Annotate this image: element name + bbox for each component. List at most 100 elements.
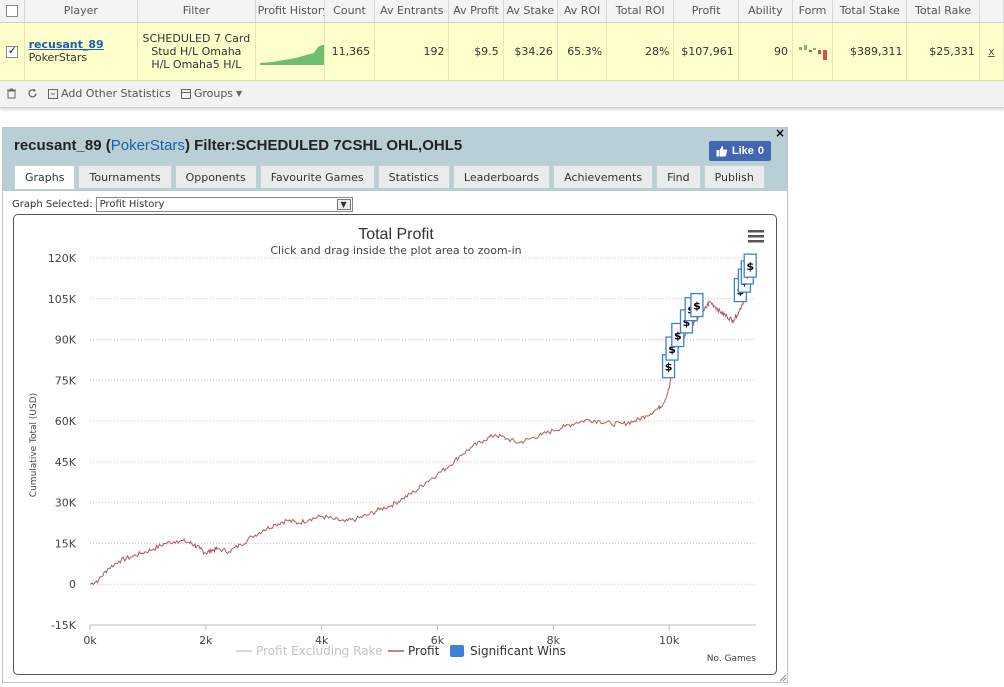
- significant-wins-layer: $$$$$$$$$$: [661, 253, 757, 379]
- legend-item[interactable]: Significant Wins: [450, 644, 566, 658]
- close-icon[interactable]: ×: [774, 126, 785, 140]
- header-profit[interactable]: Profit: [673, 0, 739, 23]
- panel-player-name: recusant_89: [14, 137, 102, 154]
- y-tick-label: 60K: [55, 415, 77, 428]
- graph-selected-label: Graph Selected:: [12, 199, 93, 210]
- tab-leaderboards[interactable]: Leaderboards: [452, 165, 551, 188]
- significant-win-flag: $: [690, 292, 704, 318]
- y-axis-label: Cumulative Total (USD): [29, 393, 39, 497]
- header-total-rake[interactable]: Total Rake: [906, 0, 980, 23]
- resize-grip-icon[interactable]: [779, 674, 787, 682]
- av-stake-cell: $34.26: [503, 22, 558, 81]
- x-tick-labels: 0k 2k 4k 6k 8k 10k: [83, 634, 680, 647]
- chart-title: Total Profit: [358, 226, 434, 243]
- tab-achievements[interactable]: Achievements: [553, 165, 654, 188]
- count-cell: 11,365: [324, 22, 376, 81]
- y-tick-label: 15K: [55, 537, 77, 550]
- series-layer: [89, 282, 751, 586]
- remove-row-button[interactable]: x: [988, 44, 995, 58]
- profit-history-sparkline[interactable]: [255, 22, 325, 81]
- form-bar: [817, 49, 821, 54]
- graph-select-row: Graph Selected: Profit History ▼: [12, 197, 353, 212]
- legend-label: Significant Wins: [470, 644, 566, 658]
- header-av-roi[interactable]: Av ROI: [557, 0, 608, 23]
- legend-item[interactable]: Profit Excluding Rake: [236, 644, 382, 658]
- y-tick-label: 45K: [55, 456, 77, 469]
- header-total-stake[interactable]: Total Stake: [832, 0, 908, 23]
- av-entrants-cell: 192: [374, 22, 450, 81]
- x-tick-label: 10k: [659, 634, 680, 647]
- player-cell: recusant_89 PokerStars: [24, 22, 139, 81]
- x-tick-label: 6k: [431, 634, 445, 647]
- header-profit-history[interactable]: Profit History: [255, 0, 325, 23]
- select-all-header[interactable]: [0, 0, 25, 23]
- header-ability[interactable]: Ability: [738, 0, 793, 23]
- profit-chart[interactable]: Total Profit Click and drag inside the p…: [13, 214, 777, 675]
- header-total-roi[interactable]: Total ROI: [606, 0, 675, 23]
- groups-dropdown[interactable]: Groups ▼: [180, 87, 242, 100]
- legend-item[interactable]: Profit: [388, 644, 440, 658]
- header-count[interactable]: Count: [324, 0, 376, 23]
- av-profit-cell: $9.5: [448, 22, 504, 81]
- row-checkbox[interactable]: [5, 44, 18, 58]
- tab-favourite-games[interactable]: Favourite Games: [259, 165, 375, 188]
- add-stats-icon: [48, 88, 58, 99]
- refresh-icon: [28, 88, 37, 98]
- header-av-entrants[interactable]: Av Entrants: [374, 0, 450, 23]
- tab-publish[interactable]: Publish: [703, 165, 765, 188]
- profit-chart-svg[interactable]: Total Profit Click and drag inside the p…: [14, 215, 778, 676]
- add-stats-button[interactable]: Add Other Statistics: [48, 87, 171, 100]
- header-remove: [979, 0, 1004, 23]
- tab-opponents[interactable]: Opponents: [174, 165, 257, 188]
- header-av-profit[interactable]: Av Profit: [448, 0, 504, 23]
- y-tick-label: 75K: [55, 374, 77, 387]
- remove-row-cell[interactable]: x: [979, 22, 1004, 81]
- like-count: 0: [757, 145, 764, 157]
- tab-find[interactable]: Find: [656, 165, 701, 188]
- significant-win-box: [743, 253, 757, 278]
- delete-button[interactable]: [6, 88, 17, 99]
- sparkline-chart: [259, 44, 324, 65]
- chart-legend: Profit Excluding Rake Profit Significant W…: [236, 644, 566, 658]
- x-tick-label: 4k: [315, 634, 329, 647]
- significant-win-label: $: [674, 329, 682, 342]
- significant-win-label: $: [668, 343, 676, 356]
- y-tick-label: 90K: [55, 334, 77, 347]
- significant-win-label: $: [665, 361, 673, 374]
- total-rake-cell: $25,331: [906, 22, 980, 81]
- header-av-stake[interactable]: Av Stake: [503, 0, 558, 23]
- profit-series-line: [89, 282, 751, 586]
- legend-label: Profit Excluding Rake: [256, 644, 382, 658]
- player-site: PokerStars: [28, 51, 88, 64]
- header-filter[interactable]: Filter: [137, 0, 256, 23]
- profit-cell: $107,961: [673, 22, 739, 81]
- chevron-down-icon[interactable]: ▼: [336, 199, 351, 210]
- header-form[interactable]: Form: [792, 0, 834, 23]
- ability-cell: 90: [738, 22, 793, 81]
- refresh-button[interactable]: [27, 88, 38, 99]
- graph-select[interactable]: Profit History ▼: [95, 197, 353, 212]
- tab-graphs[interactable]: Graphs: [14, 165, 76, 189]
- facebook-like-button[interactable]: Like 0: [708, 141, 771, 161]
- panel-site-link[interactable]: PokerStars: [110, 137, 185, 154]
- hamburger-menu-icon[interactable]: [748, 230, 764, 243]
- form-bar: [803, 44, 807, 50]
- select-all-checkbox[interactable]: [5, 5, 18, 18]
- form-bar: [798, 46, 802, 50]
- form-cell[interactable]: [792, 22, 834, 81]
- trash-icon: [7, 88, 16, 99]
- panel-tabs: Graphs Tournaments Opponents Favourite G…: [14, 165, 765, 189]
- player-name-link[interactable]: recusant_89: [28, 38, 104, 51]
- header-player[interactable]: Player: [24, 0, 139, 23]
- x-axis-label: No. Games: [707, 654, 757, 664]
- significant-win-label: $: [693, 300, 701, 313]
- chart-subtitle: Click and drag inside the plot area to z…: [270, 244, 521, 257]
- stats-panel: Player Filter Profit History Count Av En…: [0, 0, 1004, 108]
- tab-tournaments[interactable]: Tournaments: [78, 165, 172, 188]
- panel-header: recusant_89 (PokerStars) Filter:SCHEDULE…: [3, 126, 787, 191]
- player-panel: recusant_89 (PokerStars) Filter:SCHEDULE…: [2, 126, 788, 683]
- significant-win-flag: $: [743, 253, 757, 278]
- row-checkbox-cell[interactable]: [0, 22, 25, 81]
- tab-statistics[interactable]: Statistics: [377, 165, 450, 188]
- av-roi-cell: 65.3%: [557, 22, 608, 81]
